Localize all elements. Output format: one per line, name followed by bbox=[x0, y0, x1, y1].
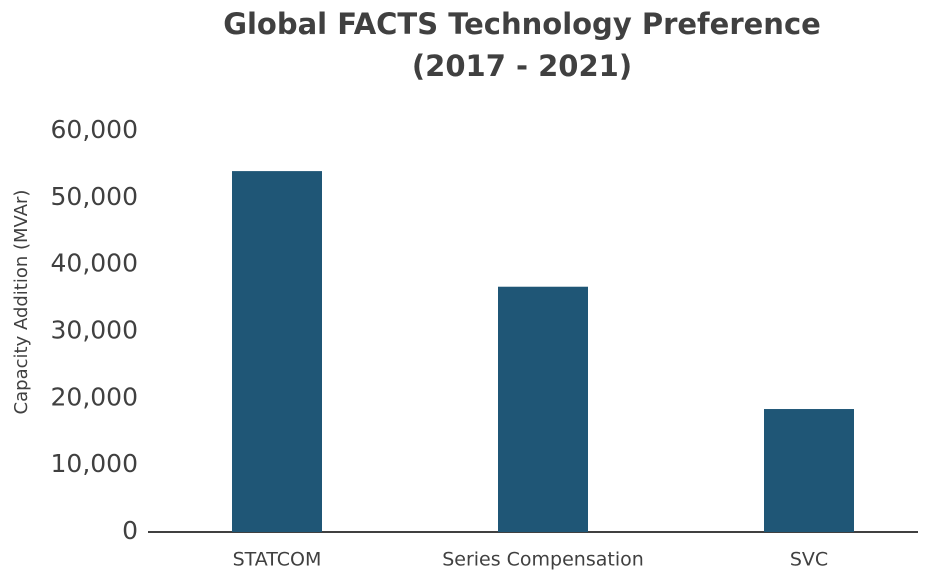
x-tick-label: STATCOM bbox=[233, 549, 322, 571]
bar bbox=[232, 171, 322, 532]
x-tick-label: Series Compensation bbox=[442, 549, 644, 571]
chart-title: Global FACTS Technology Preference bbox=[223, 7, 821, 41]
bar bbox=[498, 286, 588, 532]
y-tick-label: 0 bbox=[122, 516, 138, 545]
bar bbox=[764, 409, 854, 532]
x-tick-label: SVC bbox=[790, 549, 828, 571]
y-tick-label: 20,000 bbox=[51, 382, 138, 411]
y-tick-label: 30,000 bbox=[51, 316, 138, 345]
y-tick-label: 60,000 bbox=[51, 115, 138, 144]
y-axis-label: Capacity Addition (MVAr) bbox=[11, 190, 32, 415]
y-tick-label: 10,000 bbox=[51, 449, 138, 478]
chart-title: (2017 - 2021) bbox=[412, 49, 632, 83]
y-tick-label: 40,000 bbox=[51, 249, 138, 278]
y-tick-label: 50,000 bbox=[51, 182, 138, 211]
